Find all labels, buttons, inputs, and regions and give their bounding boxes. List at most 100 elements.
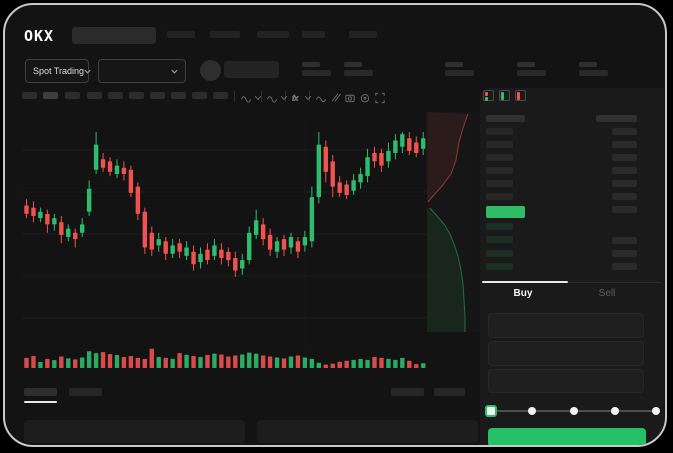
right-bottom-row-2[interactable]: [612, 263, 637, 270]
chart-toolbar-button-2[interactable]: [65, 92, 80, 99]
nav-item-0[interactable]: [167, 31, 195, 38]
chart-toolbar-button-9[interactable]: [213, 92, 228, 99]
ask-row-3[interactable]: [486, 167, 513, 174]
tablet-screen: OKX Spot Trading fx: [3, 3, 667, 447]
chevron-down-icon[interactable]: [278, 91, 290, 103]
slider-stop-3[interactable]: [610, 407, 619, 415]
chevron-down-icon: [171, 69, 178, 74]
ask-row-2[interactable]: [486, 154, 513, 161]
order-price-input[interactable]: [488, 313, 644, 338]
bid-row-2[interactable]: [486, 249, 513, 257]
nav-item-4[interactable]: [349, 31, 377, 38]
global-search-placeholder[interactable]: [72, 27, 156, 44]
bottom-panel-left: [24, 420, 245, 443]
layout-icon-stripe: [485, 92, 488, 96]
layout-icon-stripe: [501, 92, 504, 100]
stat-label-placeholder: [445, 62, 463, 67]
slider-stop-1[interactable]: [528, 407, 537, 415]
chart-toolbar-button-4[interactable]: [108, 92, 123, 99]
market-type-selector[interactable]: Spot Trading: [25, 59, 91, 83]
buy-submit-button[interactable]: [488, 428, 646, 445]
toolbar-divider-1: [261, 91, 262, 102]
orderbook-header-left: [486, 115, 525, 122]
right-row-6[interactable]: [612, 206, 637, 213]
ask-row-0[interactable]: [486, 128, 513, 135]
slider-stop-0[interactable]: [485, 405, 497, 417]
ask-row-1[interactable]: [486, 141, 513, 148]
right-bottom-row-0[interactable]: [612, 237, 637, 244]
fullscreen-icon[interactable]: [374, 91, 386, 104]
tab-buy[interactable]: Buy: [513, 288, 533, 299]
ticker-stat-1: [344, 62, 373, 76]
layout-bids-icon[interactable]: [499, 90, 510, 101]
chart-toolbar-button-7[interactable]: [171, 92, 186, 99]
orderbook-last-price-highlight[interactable]: [486, 206, 525, 218]
layout-asks-icon[interactable]: [515, 90, 526, 101]
chevron-down-icon[interactable]: [302, 91, 314, 103]
buy-tab-indicator: [482, 281, 568, 283]
settings-circle-icon[interactable]: [359, 91, 371, 103]
market-type-label: Spot Trading: [33, 66, 85, 76]
right-row-0[interactable]: [612, 128, 637, 135]
right-row-1[interactable]: [612, 141, 637, 148]
depth-chart[interactable]: [427, 112, 479, 332]
order-total-input[interactable]: [488, 369, 644, 393]
bottom-action-1[interactable]: [391, 388, 424, 396]
right-bottom-row-1[interactable]: [612, 250, 637, 257]
right-row-3[interactable]: [612, 167, 637, 174]
chart-toolbar-button-1[interactable]: [43, 92, 58, 99]
orderbook-header-right: [596, 115, 637, 122]
toolbar-divider-2: [285, 91, 286, 102]
pair-selector-dropdown[interactable]: [98, 59, 186, 83]
right-row-2[interactable]: [612, 154, 637, 161]
nav-item-2[interactable]: [257, 31, 289, 38]
wave-icon[interactable]: [240, 91, 252, 103]
layout-both-icon[interactable]: [483, 90, 494, 101]
pair-coin-avatar[interactable]: [200, 60, 221, 81]
ask-row-5[interactable]: [486, 193, 513, 200]
nav-item-1[interactable]: [210, 31, 240, 38]
bid-row-3[interactable]: [486, 263, 513, 271]
stat-value-placeholder: [579, 70, 608, 76]
stat-value-placeholder: [517, 70, 546, 76]
slider-stop-4[interactable]: [652, 407, 660, 415]
ask-row-4[interactable]: [486, 180, 513, 187]
stat-label-placeholder: [302, 62, 320, 67]
slider-stop-2[interactable]: [569, 407, 578, 415]
chart-toolbar-button-6[interactable]: [150, 92, 165, 99]
wave-icon[interactable]: [266, 91, 278, 103]
svg-text:fx: fx: [292, 93, 298, 102]
nav-item-3[interactable]: [302, 31, 325, 38]
stat-label-placeholder: [344, 62, 362, 67]
right-row-5[interactable]: [612, 193, 637, 200]
stat-value-placeholder: [344, 70, 373, 76]
chart-toolbar-button-0[interactable]: [22, 92, 37, 99]
candlestick-chart[interactable]: [22, 110, 427, 372]
bottom-tab-history[interactable]: [69, 388, 102, 396]
pair-name-placeholder: [224, 61, 279, 78]
stat-value-placeholder: [302, 70, 331, 76]
bottom-action-2[interactable]: [434, 388, 465, 396]
right-row-4[interactable]: [612, 180, 637, 187]
chart-toolbar-button-5[interactable]: [129, 92, 144, 99]
layout-icon-stripe: [517, 92, 520, 100]
bottom-tab-indicator: [24, 401, 57, 403]
camera-icon[interactable]: [344, 91, 356, 103]
bottom-tab-orders[interactable]: [24, 388, 57, 396]
chart-toolbar-button-8[interactable]: [192, 92, 207, 99]
okx-logo: OKX: [24, 27, 55, 45]
chevron-down-icon[interactable]: [252, 91, 264, 103]
bid-row-1[interactable]: [486, 236, 513, 244]
stat-value-placeholder: [445, 70, 474, 76]
indicator-wave-icon[interactable]: [315, 91, 327, 103]
fx-icon[interactable]: fx: [290, 91, 302, 103]
bottom-panel-right: [257, 420, 478, 443]
ticker-stat-3: [517, 62, 546, 76]
order-amount-input[interactable]: [488, 341, 644, 366]
bid-row-0[interactable]: [486, 223, 513, 230]
compare-slashes-icon[interactable]: [329, 91, 341, 103]
chart-toolbar-button-3[interactable]: [87, 92, 102, 99]
tab-sell[interactable]: Sell: [598, 288, 616, 299]
layout-icon-stripe: [485, 97, 488, 101]
